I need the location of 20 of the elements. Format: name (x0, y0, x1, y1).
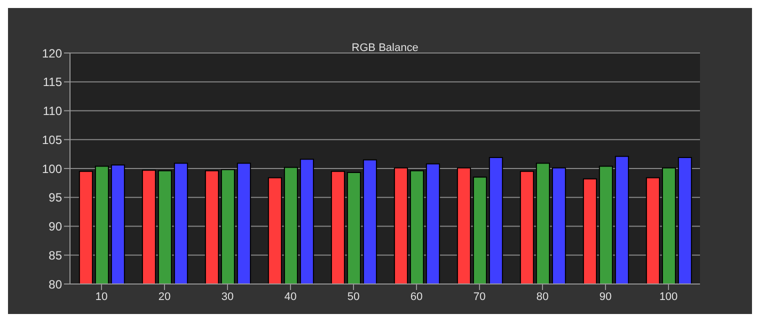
y-tick-label: 85 (48, 248, 62, 262)
y-tick-label: 100 (42, 162, 62, 176)
y-tick-label: 110 (42, 104, 62, 118)
y-tick-label: 120 (42, 46, 62, 60)
y-tick-label: 115 (42, 75, 62, 90)
x-tick-label: 20 (158, 290, 171, 303)
y-tick-label: 90 (48, 220, 62, 234)
x-tick-label: 40 (284, 290, 297, 303)
x-tick-label: 50 (347, 290, 360, 303)
y-tick-label: 80 (48, 277, 62, 292)
x-tick-label: 100 (659, 290, 678, 303)
x-tick-label: 60 (410, 290, 423, 303)
chart-title: RGB Balance (350, 42, 420, 54)
x-tick-label: 30 (221, 290, 234, 303)
x-tick-label: 70 (473, 290, 486, 303)
y-tick-label: 95 (48, 190, 62, 205)
x-tick-label: 10 (95, 290, 108, 303)
x-tick-label: 80 (536, 290, 549, 303)
x-tick-label: 90 (599, 290, 612, 303)
y-tick-label: 105 (42, 132, 62, 147)
